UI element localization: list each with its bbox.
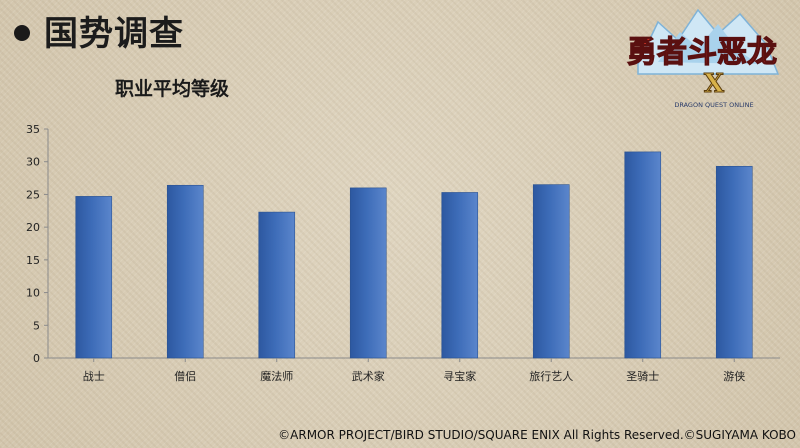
y-tick-label: 35 [26,123,40,136]
y-tick-label: 0 [33,352,40,365]
svg-text:勇者斗恶龙: 勇者斗恶龙 [627,35,777,70]
bar [75,196,113,359]
game-logo: 勇者斗恶龙 X DRAGON QUEST ONLINE [626,8,780,109]
svg-text:X: X [704,69,725,99]
bullet-icon [14,24,30,41]
x-tick-label: 战士 [83,370,105,383]
x-tick-label: 游侠 [723,370,745,383]
copyright-text: ©ARMOR PROJECT/BIRD STUDIO/SQUARE ENIX A… [278,428,796,442]
y-tick-label: 5 [33,319,40,332]
slide-header: 国势调查 [14,6,184,55]
bar [349,187,387,359]
bar [715,165,753,359]
bar [532,184,570,359]
bar [624,151,662,359]
chart-title: 职业平均等级 [115,78,230,100]
y-tick-label: 15 [26,254,40,267]
x-tick-label: 武术家 [352,369,385,383]
y-tick-label: 30 [26,156,40,169]
y-tick-label: 20 [26,221,40,234]
x-tick-label: 旅行艺人 [529,369,573,383]
x-tick-label: 僧侣 [174,369,196,383]
y-tick-label: 25 [26,188,40,201]
svg-text:DRAGON QUEST ONLINE: DRAGON QUEST ONLINE [674,101,753,109]
x-tick-label: 圣骑士 [626,370,659,383]
y-tick-label: 10 [26,287,40,300]
bar [441,192,479,359]
page-title: 国势调查 [44,14,184,54]
x-tick-label: 寻宝家 [443,369,476,383]
bar [258,211,296,359]
x-tick-label: 魔法师 [260,369,293,383]
bar [166,184,204,359]
